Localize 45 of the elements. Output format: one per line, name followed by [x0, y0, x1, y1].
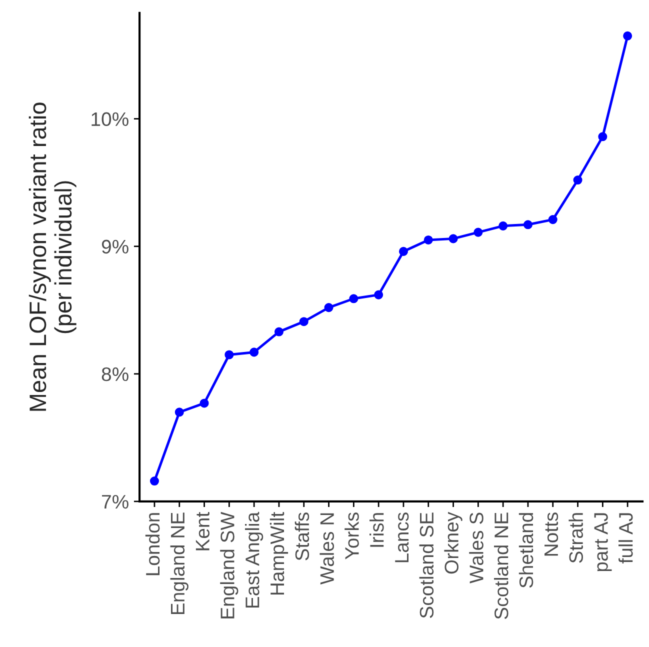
x-tick-label: Irish [370, 513, 384, 547]
point [349, 294, 358, 304]
point [274, 327, 284, 336]
y-axis-title: Mean LOF/synon variant ratio (per individual) [28, 102, 76, 411]
point [374, 290, 384, 300]
y-tick-label: 9% [102, 240, 128, 254]
x-tick-label: East Anglia [245, 512, 264, 608]
x-tick-label: Scotland SE [419, 512, 434, 618]
x-tick-label: part AJ [594, 513, 612, 572]
y-tick-label: 8% [102, 367, 128, 382]
x-tick-label: England SW [220, 512, 238, 618]
x-tick-label: Orkney [444, 512, 462, 574]
point [299, 317, 308, 326]
point [498, 221, 508, 230]
point [224, 350, 234, 360]
point [448, 234, 458, 244]
x-tick-label: England NE [170, 512, 188, 614]
x-tick-label: Staffs [294, 512, 310, 560]
x-tick-label: Scotland NE [494, 512, 508, 620]
point [174, 408, 184, 417]
point [150, 476, 159, 486]
x-tick-label: HampWilt [270, 512, 288, 595]
x-tick-label: Strath [568, 513, 583, 563]
point [474, 228, 483, 237]
x-tick-label: Yorks [344, 512, 359, 560]
x-tick-label: Shetland [518, 513, 534, 588]
point [324, 303, 334, 312]
point [548, 215, 558, 224]
point [200, 398, 209, 408]
y-tick-label: 7% [102, 494, 128, 509]
point [523, 220, 532, 230]
y-tick-label: 10% [92, 112, 128, 126]
point [424, 235, 433, 244]
x-tick-label: London [145, 513, 160, 576]
x-tick-label: Notts [544, 512, 558, 556]
x-tick-label: Lancs [395, 512, 409, 562]
x-tick-label: Wales N [320, 513, 334, 584]
point [250, 348, 259, 357]
point [623, 31, 632, 40]
x-tick-label: full AJ [618, 513, 633, 564]
point [398, 246, 408, 256]
x-tick-label: Kent [196, 512, 210, 550]
point [598, 132, 608, 142]
x-tick-label: Wales S [469, 512, 484, 584]
point [573, 176, 582, 185]
